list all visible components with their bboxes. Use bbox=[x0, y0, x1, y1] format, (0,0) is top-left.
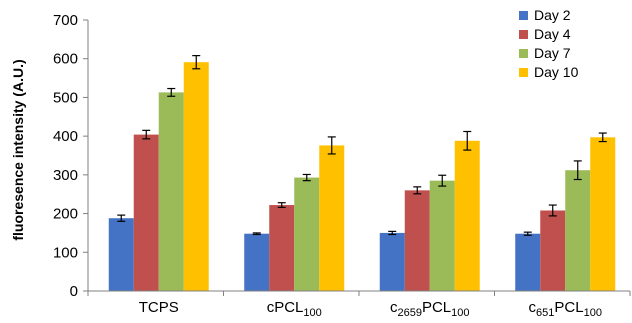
error-bar bbox=[598, 132, 607, 143]
legend-item: Day 7 bbox=[519, 45, 571, 61]
legend-item: Day 4 bbox=[519, 26, 571, 42]
x-category-label: c651PCL100 bbox=[529, 299, 602, 319]
error-bar bbox=[413, 186, 422, 195]
error-bar bbox=[277, 202, 286, 208]
x-category-label: TCPS bbox=[139, 299, 179, 316]
error-bar bbox=[523, 231, 532, 236]
error-bar bbox=[548, 204, 557, 217]
error-bar bbox=[327, 136, 336, 155]
error-bars bbox=[117, 55, 607, 236]
bar-day-2-0 bbox=[108, 218, 134, 291]
bar-day-2-1 bbox=[244, 233, 270, 291]
legend-label: Day 10 bbox=[534, 64, 579, 80]
x-axis-labels: TCPS cPCL100 c2659PCL100 c651PCL100 bbox=[139, 299, 602, 319]
bar-day-2-3 bbox=[515, 233, 541, 291]
error-bar bbox=[302, 173, 311, 182]
error-bar bbox=[142, 129, 151, 140]
error-bar bbox=[573, 160, 582, 181]
legend-label: Day 4 bbox=[534, 26, 571, 42]
y-tick-label: 700 bbox=[53, 12, 78, 29]
bar-day-7-3 bbox=[565, 170, 591, 291]
error-bar bbox=[388, 230, 397, 236]
legend-swatch bbox=[519, 30, 528, 39]
y-tick-label: 500 bbox=[53, 89, 78, 106]
error-bar bbox=[463, 130, 472, 151]
legend-swatch bbox=[519, 11, 528, 20]
legend-swatch bbox=[519, 68, 528, 77]
bar-day-10-1 bbox=[319, 145, 345, 291]
bar-day-4-1 bbox=[269, 205, 295, 291]
y-tick-label: 100 bbox=[53, 244, 78, 261]
axes bbox=[87, 20, 631, 296]
bar-day-4-2 bbox=[404, 190, 430, 291]
legend: Day 2 Day 4 Day 7 Day 10 bbox=[519, 7, 579, 80]
y-tick-label: 0 bbox=[70, 283, 78, 300]
x-category-label: cPCL100 bbox=[267, 299, 322, 319]
bar-day-10-3 bbox=[590, 137, 616, 291]
bar-day-7-2 bbox=[429, 180, 455, 291]
bar-day-7-1 bbox=[294, 177, 320, 291]
legend-swatch bbox=[519, 49, 528, 58]
error-bar bbox=[167, 87, 176, 97]
legend-item: Day 10 bbox=[519, 64, 579, 80]
y-tick-label: 400 bbox=[53, 128, 78, 145]
error-bar bbox=[192, 55, 201, 70]
bar-day-4-0 bbox=[133, 134, 159, 291]
bar-day-2-2 bbox=[379, 232, 405, 291]
x-category-label: c2659PCL100 bbox=[390, 299, 470, 319]
legend-label: Day 7 bbox=[534, 45, 571, 61]
y-axis-ticks: 0 100 200 300 400 500 600 700 bbox=[53, 12, 88, 300]
bar-day-7-0 bbox=[158, 92, 184, 291]
bars bbox=[108, 62, 616, 291]
legend-label: Day 2 bbox=[534, 7, 571, 23]
legend-item: Day 2 bbox=[519, 7, 571, 23]
y-tick-label: 600 bbox=[53, 51, 78, 68]
y-tick-label: 200 bbox=[53, 206, 78, 223]
error-bar bbox=[252, 232, 261, 236]
bar-day-10-2 bbox=[454, 140, 480, 291]
bar-day-4-3 bbox=[540, 210, 566, 291]
error-bar bbox=[117, 214, 126, 222]
y-tick-label: 300 bbox=[53, 167, 78, 184]
bar-day-10-0 bbox=[183, 62, 209, 291]
error-bar bbox=[438, 174, 447, 187]
y-axis-title: fluoresence intensity (A.U.) bbox=[10, 59, 26, 240]
